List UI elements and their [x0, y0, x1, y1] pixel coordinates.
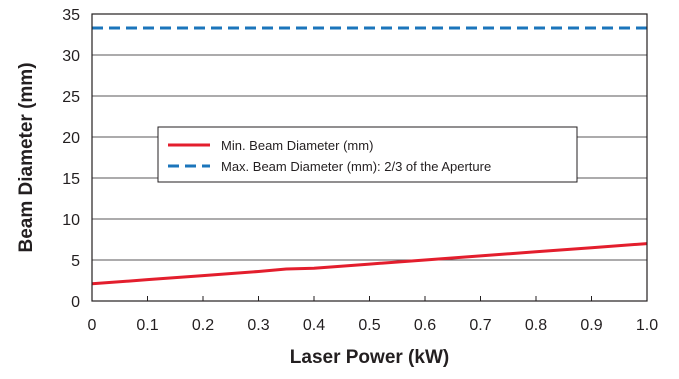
x-axis-title: Laser Power (kW)	[290, 347, 449, 368]
x-tick-label: 0	[88, 317, 97, 334]
x-tick-label: 0.2	[192, 317, 214, 334]
x-tick-label: 0.6	[414, 317, 436, 334]
x-tick-label: 0.1	[136, 317, 158, 334]
legend: Min. Beam Diameter (mm) Max. Beam Diamet…	[157, 126, 578, 183]
legend-label-min: Min. Beam Diameter (mm)	[221, 138, 373, 153]
y-tick-label: 30	[62, 48, 80, 65]
series-lines	[91, 26, 648, 286]
x-tick-label: 0.9	[580, 317, 602, 334]
x-tick-label: 0.7	[469, 317, 491, 334]
y-tick-label: 5	[71, 253, 80, 270]
series-line-min	[91, 242, 648, 286]
legend-box	[157, 126, 578, 183]
x-tick-label: 0.5	[358, 317, 380, 334]
x-tick-label: 0.8	[525, 317, 547, 334]
y-tick-label: 20	[62, 130, 80, 147]
y-tick-label: 15	[62, 171, 80, 188]
y-tick-label: 0	[71, 294, 80, 311]
legend-label-max: Max. Beam Diameter (mm): 2/3 of the Aper…	[221, 159, 491, 174]
tick-labels: 0 5 10 15 20 25 30 35 0 0.1 0.2 0.3 0.4 0.5 0.6 0.7 0.8 0…	[62, 7, 658, 334]
y-axis-title: Beam Diameter (mm)	[16, 62, 37, 252]
y-tick-label: 35	[62, 7, 80, 24]
y-tick-label: 10	[62, 212, 80, 229]
x-tick-label: 0.4	[303, 317, 325, 334]
x-tick-label: 1.0	[636, 317, 658, 334]
y-tick-label: 25	[62, 89, 80, 106]
x-tick-label: 0.3	[247, 317, 269, 334]
